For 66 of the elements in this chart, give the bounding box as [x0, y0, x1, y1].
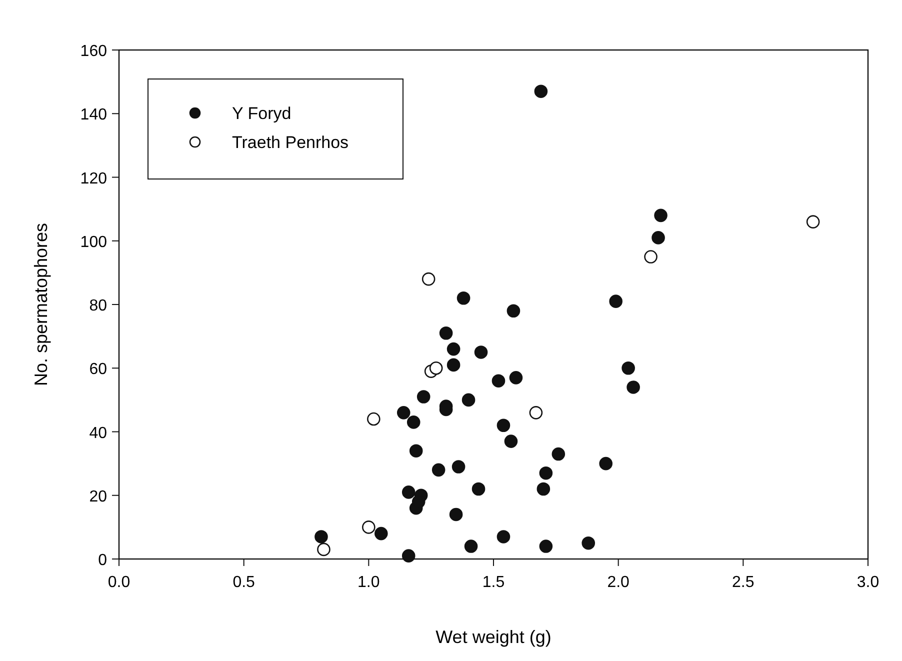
point: [432, 463, 446, 477]
point: [582, 536, 596, 550]
point: [496, 418, 510, 432]
point: [492, 374, 506, 388]
point: [654, 208, 668, 222]
point: [622, 361, 635, 375]
point: [462, 393, 476, 407]
point: [464, 540, 478, 553]
point: [402, 486, 416, 499]
point: [599, 456, 612, 470]
x-tick-label: 1.0: [358, 574, 380, 591]
y-tick-label: 0: [98, 552, 108, 569]
point: [362, 520, 376, 534]
y-tick-label: 160: [80, 43, 108, 60]
point: [374, 526, 388, 540]
point: [446, 358, 460, 372]
point: [422, 272, 436, 286]
legend-label: Traeth Penrhos: [232, 133, 349, 152]
point: [472, 482, 486, 496]
x-tick-label: 1.5: [482, 574, 505, 591]
point: [439, 326, 453, 340]
point: [314, 530, 328, 544]
point: [474, 346, 488, 359]
y-tick-label: 100: [80, 234, 108, 251]
point: [626, 380, 640, 394]
point: [446, 342, 460, 356]
y-tick-label: 120: [80, 170, 108, 188]
point: [552, 447, 566, 461]
point: [402, 549, 416, 562]
point: [609, 294, 622, 308]
point: [412, 495, 426, 508]
x-tick-label: 2.5: [732, 574, 754, 591]
point: [539, 540, 553, 553]
point: [509, 371, 523, 384]
point: [536, 482, 550, 496]
point: [644, 250, 658, 264]
point: [429, 361, 443, 375]
point: [504, 434, 518, 448]
x-tick-label: 2.0: [607, 574, 630, 591]
y-tick-label: 140: [80, 106, 108, 124]
y-axis-title: No. spermatophores: [31, 222, 51, 386]
x-tick-label: 0.0: [108, 574, 130, 591]
legend-label: Y Foryd: [232, 104, 292, 123]
x-axis-title: Wet weight (g): [436, 627, 552, 647]
point: [409, 444, 423, 458]
point: [806, 215, 820, 228]
point: [534, 84, 548, 98]
point: [416, 390, 430, 404]
x-tick-label: 0.5: [232, 574, 256, 591]
point: [496, 530, 510, 544]
y-tick-label: 80: [89, 298, 108, 314]
y-tick-label: 60: [89, 361, 108, 378]
x-tick-label: 3.0: [856, 574, 880, 591]
y-tick-label: 20: [89, 488, 108, 506]
point: [317, 542, 330, 556]
point: [539, 466, 553, 480]
point: [367, 412, 380, 426]
point: [396, 406, 410, 420]
point: [406, 416, 420, 429]
point: [529, 406, 543, 420]
point: [506, 304, 520, 318]
point: [456, 291, 470, 305]
point: [449, 508, 463, 522]
point: [652, 231, 665, 244]
point: [452, 460, 466, 474]
y-tick-label: 40: [89, 424, 108, 442]
